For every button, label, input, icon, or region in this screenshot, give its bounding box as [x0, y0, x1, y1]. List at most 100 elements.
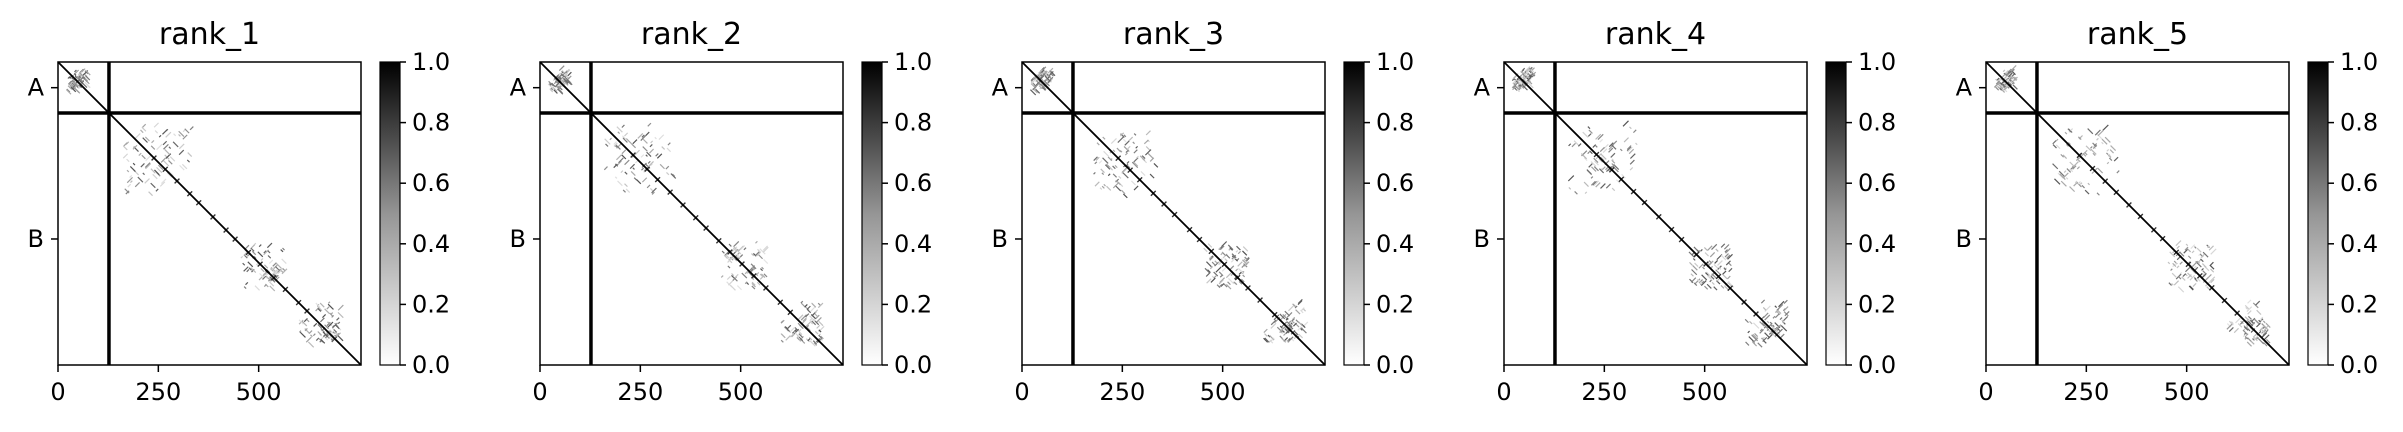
contact-mark: [558, 83, 562, 87]
contact-mark: [1769, 321, 1773, 325]
contact-mark: [2110, 145, 2117, 152]
contact-mark: [2171, 283, 2174, 286]
contact-mark: [319, 340, 322, 343]
contact-mark: [65, 89, 72, 95]
contact-mark: [2253, 318, 2260, 324]
contact-mark: [666, 171, 670, 176]
contact-mark: [1754, 333, 1759, 338]
contact-mark: [1244, 256, 1249, 261]
contact-mark: [84, 75, 91, 81]
contact-mark: [1030, 89, 1037, 96]
contact-mark: [85, 69, 91, 76]
contact-mark: [1627, 146, 1633, 153]
contact-mark: [1711, 243, 1718, 250]
contact-mark: [2179, 261, 2183, 265]
contact-mark: [790, 333, 794, 338]
contact-mark: [560, 77, 566, 83]
colorbar-tick-label: 0.0: [1376, 351, 1414, 379]
contact-mark: [2202, 270, 2206, 274]
contact-mark: [750, 266, 756, 272]
contact-mark: [1701, 274, 1708, 281]
contact-mark: [1599, 146, 1605, 153]
contact-mark: [1629, 159, 1635, 165]
contact-mark: [267, 250, 271, 254]
contact-mark: [1045, 78, 1049, 82]
contact-mark: [809, 320, 814, 325]
contact-mark: [1752, 341, 1758, 347]
contact-mark: [733, 273, 739, 279]
contact-mark: [633, 177, 638, 181]
contact-mark: [666, 147, 671, 153]
contact-mark: [142, 137, 148, 143]
contact-mark: [79, 71, 85, 78]
contact-mark: [1118, 175, 1122, 179]
contact-mark: [1590, 176, 1594, 179]
contact-mark: [1626, 146, 1632, 152]
y-tick-label: A: [28, 74, 45, 102]
contact-mark: [327, 301, 331, 304]
contact-mark: [731, 273, 735, 277]
contact-mark: [165, 131, 172, 138]
contact-mark: [1225, 254, 1231, 259]
contact-mark: [2173, 260, 2178, 265]
contact-mark: [132, 144, 138, 150]
contact-mark: [2244, 304, 2250, 310]
contact-mark: [144, 178, 150, 184]
contact-mark: [1713, 286, 1718, 291]
contact-mark: [2258, 338, 2265, 345]
contact-mark: [1568, 187, 1572, 190]
contact-mark: [317, 323, 323, 329]
contact-mark: [2101, 138, 2108, 145]
contact-mark: [1518, 77, 1523, 83]
contact-mark: [1120, 133, 1125, 138]
contact-mark: [1143, 141, 1147, 145]
contact-mark: [1704, 252, 1709, 257]
contact-mark: [1597, 133, 1604, 140]
contact-mark: [1519, 72, 1525, 77]
contact-mark: [1119, 150, 1123, 153]
contact-mark: [727, 257, 733, 263]
contact-mark: [2262, 320, 2266, 324]
contact-mark: [168, 160, 173, 165]
contact-mark: [1748, 336, 1755, 343]
contact-mark: [1213, 271, 1219, 277]
contact-mark: [324, 336, 329, 341]
contact-mark: [1529, 69, 1536, 76]
contact-mark: [1626, 145, 1632, 150]
contact-mark: [1761, 336, 1765, 341]
contact-mark: [1104, 164, 1111, 170]
contact-mark: [1269, 340, 1274, 344]
contact-mark: [84, 77, 89, 82]
contact-mark: [640, 135, 646, 141]
contact-mark: [1605, 183, 1611, 189]
contact-mark: [1708, 260, 1712, 263]
contact-mark: [1035, 88, 1041, 94]
contact-mark: [1044, 70, 1048, 75]
x-tick-label: 500: [236, 378, 282, 406]
subplot-title: rank_2: [641, 17, 742, 52]
contact-mark: [331, 314, 335, 318]
contact-mark: [800, 314, 807, 321]
contact-mark: [2187, 255, 2192, 259]
colorbar-tick-label: 0.0: [1858, 351, 1896, 379]
contact-mark: [1300, 307, 1305, 312]
contact-mark: [1145, 139, 1149, 143]
contact-mark: [1103, 183, 1106, 187]
contact-mark: [2237, 323, 2243, 328]
contact-mark: [70, 86, 77, 93]
contact-mark: [1133, 149, 1138, 154]
contact-mark: [2007, 68, 2012, 73]
contact-mark: [2198, 252, 2202, 257]
contact-mark: [736, 253, 741, 259]
contact-mark: [751, 281, 756, 286]
contact-mark: [811, 320, 817, 326]
contact-mark: [2065, 143, 2069, 147]
contact-mark: [2192, 282, 2197, 287]
contact-mark: [1041, 79, 1047, 85]
contact-mark: [2077, 181, 2081, 185]
contact-mark: [736, 285, 742, 291]
contact-mark: [157, 164, 164, 171]
contact-mark: [1285, 317, 1289, 321]
contact-mark: [2191, 250, 2195, 254]
contact-mark: [132, 162, 136, 166]
